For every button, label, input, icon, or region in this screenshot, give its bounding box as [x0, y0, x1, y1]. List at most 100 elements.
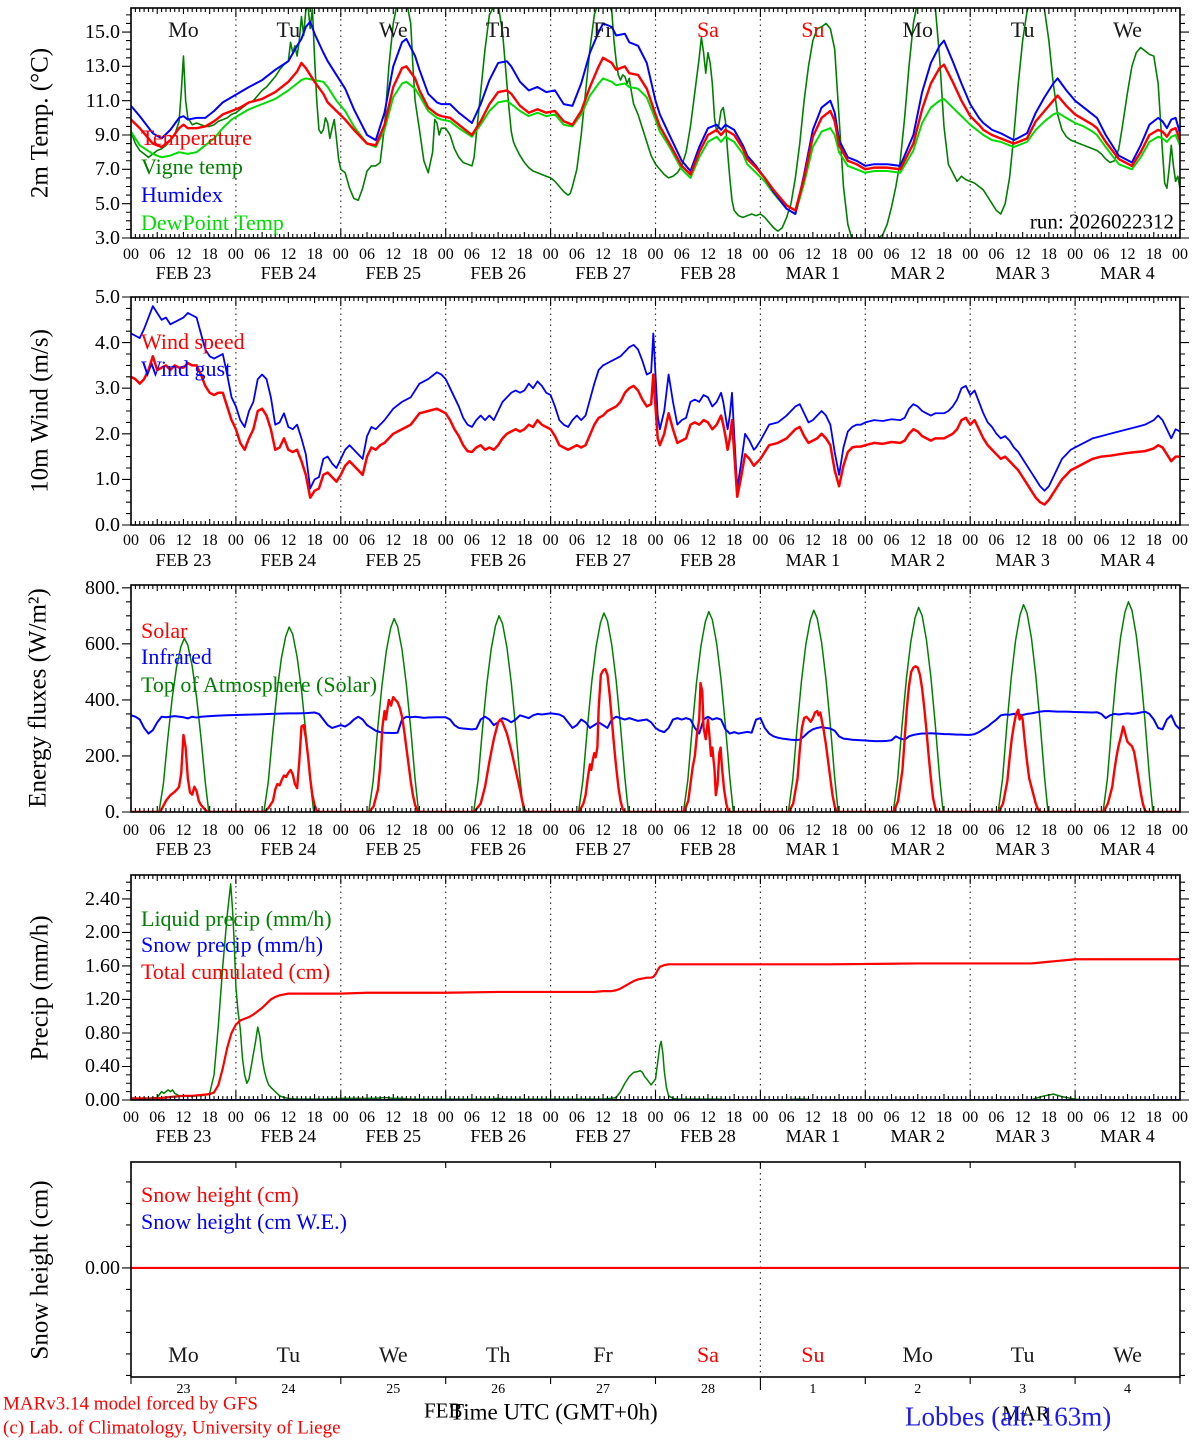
x-date-label: MAR 2	[890, 550, 946, 570]
x-hour-label: 00	[123, 246, 139, 263]
x-hour-label: 00	[227, 532, 244, 549]
x-hour-label: 06	[673, 1109, 690, 1126]
x-hour-label: 00	[542, 822, 559, 839]
footer-month-left: FEB	[424, 1398, 463, 1423]
x-hour-label: 06	[778, 822, 795, 839]
legend-precip-1: Liquid precip (mm/h)	[141, 906, 332, 931]
day-name-label: Mo	[168, 1342, 199, 1367]
x-date-label: MAR 3	[995, 550, 1050, 570]
x-hour-label: 00	[1067, 822, 1084, 839]
x-hour-label: 18	[306, 246, 323, 263]
y-tick-label-temp: 7.0	[95, 158, 120, 181]
x-hour-label: 00	[332, 822, 349, 839]
legend-temp-2: Vigne temp	[141, 154, 243, 179]
x-hour-label: 18	[831, 532, 848, 549]
x-hour-label: 06	[149, 1109, 166, 1126]
x-hour-label: 00	[332, 246, 349, 263]
x-hour-label: 18	[411, 822, 428, 839]
x-hour-label: 18	[411, 1109, 428, 1126]
x-hour-label: 18	[1145, 246, 1162, 263]
y-tick-label-energy: 800.	[85, 576, 120, 599]
x-hour-label: 06	[149, 532, 166, 549]
x-hour-label: 12	[175, 532, 192, 549]
y-tick-label-precip: 0.80	[85, 1021, 120, 1044]
day-name-label: Tu	[276, 1342, 301, 1367]
x-hour-label: 12	[909, 246, 926, 263]
y-tick-label-snow: 0.00	[85, 1256, 120, 1279]
x-hour-label: 00	[1172, 1109, 1188, 1126]
x-hour-label: 18	[831, 1109, 848, 1126]
x-date-label: FEB 25	[365, 1126, 422, 1146]
y-tick-label-wind: 0.0	[95, 514, 120, 536]
series-top-of-atmosphere-solar	[131, 601, 1180, 812]
footer-month-right: MAR	[1002, 1401, 1050, 1426]
x-date-label: MAR 2	[890, 263, 946, 283]
x-hour-label: 12	[595, 822, 612, 839]
x-date-label: FEB 27	[575, 550, 631, 570]
x-hour-label: 06	[568, 1109, 585, 1126]
y-tick-label-temp: 11.0	[85, 89, 120, 112]
x-date-label: MAR 3	[995, 839, 1050, 859]
day-number-label: 27	[596, 1382, 611, 1397]
x-date-label: FEB 26	[470, 263, 526, 283]
y-tick-label-wind: 1.0	[95, 468, 120, 491]
x-hour-label: 18	[1040, 822, 1057, 839]
x-hour-label: 06	[149, 246, 166, 263]
x-hour-label: 06	[463, 1109, 480, 1126]
x-date-label: FEB 28	[680, 550, 736, 570]
x-date-label: MAR 3	[995, 1126, 1050, 1146]
x-hour-label: 18	[831, 822, 848, 839]
x-hour-label: 00	[227, 246, 244, 263]
x-hour-label: 18	[726, 822, 743, 839]
x-date-label: FEB 28	[680, 263, 736, 283]
run-stamp: run: 2026022312	[1029, 209, 1174, 234]
x-hour-label: 12	[1014, 1109, 1031, 1126]
y-tick-label-wind: 2.0	[95, 422, 120, 445]
x-hour-label: 12	[1119, 532, 1136, 549]
panel-frame-energy	[130, 584, 1181, 813]
panel-frame-precip	[130, 874, 1181, 1101]
legend-precip-2: Snow precip (mm/h)	[141, 932, 324, 957]
footer-model-line2: (c) Lab. of Climatology, University of L…	[3, 1417, 341, 1439]
legend-temp-1: Temperature	[141, 125, 252, 150]
series-temperature	[131, 56, 1180, 212]
x-hour-label: 18	[306, 822, 323, 839]
legend-temp-4: DewPoint Temp	[141, 210, 284, 235]
x-hour-label: 00	[1067, 1109, 1084, 1126]
x-hour-label: 06	[463, 246, 480, 263]
x-date-label: MAR 4	[1100, 550, 1155, 570]
x-hour-label: 18	[306, 532, 323, 549]
legend-energy-1: Solar	[141, 618, 188, 643]
x-hour-label: 12	[175, 1109, 192, 1126]
x-hour-label: 06	[1093, 532, 1110, 549]
series-solar	[131, 665, 1180, 812]
day-name-label: Su	[801, 17, 825, 42]
x-hour-label: 06	[463, 532, 480, 549]
x-date-label: MAR 1	[785, 1126, 841, 1146]
x-hour-label: 06	[254, 532, 271, 549]
x-hour-label: 12	[699, 246, 716, 263]
x-hour-label: 06	[254, 1109, 271, 1126]
x-hour-label: 18	[935, 246, 952, 263]
x-hour-label: 06	[883, 532, 900, 549]
x-hour-label: 12	[1119, 246, 1136, 263]
x-hour-label: 06	[1093, 246, 1110, 263]
y-tick-label-precip: 1.60	[85, 954, 120, 977]
x-hour-label: 06	[568, 246, 585, 263]
x-hour-label: 06	[988, 532, 1005, 549]
x-hour-label: 12	[595, 246, 612, 263]
x-date-label: FEB 26	[470, 1126, 526, 1146]
x-hour-label: 06	[359, 532, 376, 549]
x-hour-label: 18	[516, 1109, 533, 1126]
day-name-label: We	[378, 1342, 408, 1367]
panel-frame-wind	[130, 296, 1181, 526]
day-name-label: Tu	[1010, 17, 1035, 42]
x-hour-label: 18	[201, 246, 218, 263]
y-tick-label-precip: 0.00	[85, 1089, 120, 1111]
legend-snow-2: Snow height (cm W.E.)	[141, 1209, 347, 1234]
x-hour-label: 12	[490, 246, 507, 263]
x-hour-label: 18	[1145, 532, 1162, 549]
x-hour-label: 06	[673, 822, 690, 839]
x-hour-label: 12	[804, 822, 821, 839]
day-number-label: 2	[914, 1382, 922, 1397]
